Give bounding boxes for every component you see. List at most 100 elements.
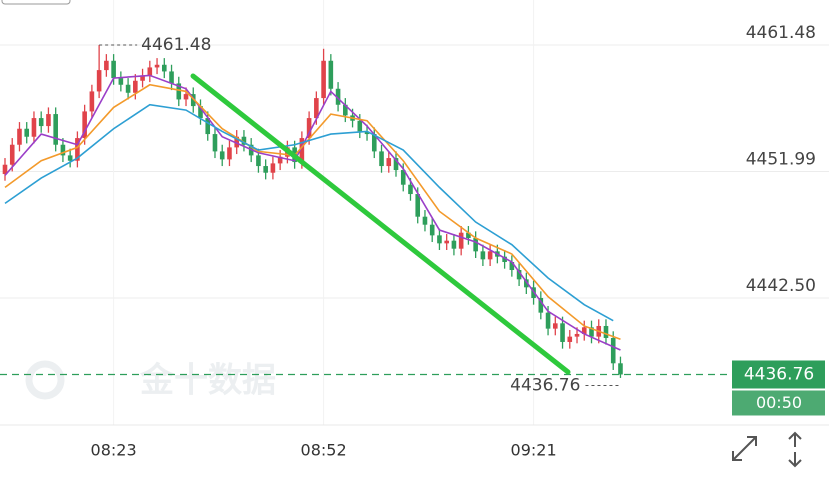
- candle-body: [306, 118, 312, 139]
- scale-icon[interactable]: [788, 431, 802, 468]
- candle-body: [314, 98, 319, 119]
- candle-body: [444, 240, 449, 244]
- candle-body: [610, 337, 616, 364]
- countdown-box: [732, 390, 825, 416]
- candle-body: [24, 128, 30, 137]
- candle-body: [67, 155, 73, 161]
- candle-body: [234, 136, 240, 148]
- candle-body: [328, 60, 334, 89]
- candle-body: [451, 240, 457, 249]
- y-tick-label: 4442.50: [746, 276, 816, 296]
- candle-body: [125, 84, 131, 93]
- candle-body: [205, 118, 211, 135]
- candle-body: [415, 194, 421, 217]
- candle-body: [603, 325, 609, 338]
- candle-body: [161, 64, 167, 72]
- candle-body: [400, 170, 406, 185]
- candle-body: [458, 232, 464, 249]
- candle-body: [357, 120, 363, 132]
- watermark-logo: [25, 360, 65, 400]
- candle-body: [241, 136, 247, 145]
- watermark: 金十数据: [139, 361, 276, 401]
- candle-body: [524, 279, 529, 288]
- candle-body: [422, 216, 428, 225]
- y-tick-label: 4461.48: [746, 23, 816, 43]
- candle-body: [560, 323, 565, 342]
- candle-body: [169, 71, 174, 84]
- candle-body: [2, 164, 8, 175]
- candle-body: [386, 158, 392, 167]
- ma-line: [4, 83, 621, 341]
- price-box-label: 4436.76: [744, 364, 814, 384]
- candle-body: [212, 134, 218, 152]
- expand-icon[interactable]: [732, 436, 757, 461]
- trend-line: [190, 73, 571, 375]
- candle-body: [538, 297, 544, 313]
- top-button[interactable]: [1, 0, 71, 5]
- candle-body: [89, 91, 95, 112]
- candle-body: [466, 232, 471, 239]
- candle-body: [321, 60, 326, 99]
- candle-body: [82, 111, 87, 139]
- last-price-annotation: 4436.76: [510, 375, 580, 395]
- candle-body: [502, 256, 507, 263]
- candle-body: [46, 114, 51, 127]
- candle-body: [364, 131, 370, 135]
- candle-body: [219, 151, 225, 160]
- candle-body: [270, 163, 276, 173]
- candle-body: [183, 94, 189, 100]
- candle-body: [618, 363, 623, 375]
- candle-body: [379, 151, 384, 167]
- y-tick-label: 4451.99: [746, 150, 816, 170]
- candle-body: [516, 270, 522, 280]
- x-tick-label: 08:52: [301, 441, 347, 460]
- candle-body: [133, 80, 138, 93]
- candle-body: [277, 156, 283, 164]
- candle-body: [545, 312, 551, 329]
- candle-body: [227, 147, 232, 160]
- candle-body: [487, 251, 493, 260]
- candle-body: [343, 104, 348, 116]
- candle-body: [140, 75, 145, 81]
- max-price-label: 4461.48: [141, 35, 211, 55]
- candle-body: [473, 238, 478, 252]
- candle-body: [256, 155, 261, 167]
- candle-body: [429, 224, 435, 236]
- candle-body: [198, 106, 203, 119]
- candle-body: [480, 251, 486, 260]
- candle-body: [38, 118, 44, 127]
- candle-body: [104, 60, 109, 71]
- candle-body: [371, 134, 377, 152]
- candle-body: [552, 323, 558, 329]
- candle-body: [263, 166, 268, 173]
- candle-body: [154, 64, 160, 68]
- candle-body: [118, 78, 124, 85]
- candle-body: [111, 60, 116, 79]
- candle-body: [96, 70, 102, 92]
- candle-body: [393, 158, 399, 171]
- candle-body: [437, 235, 442, 244]
- ma-line: [4, 74, 621, 351]
- candle-body: [589, 327, 594, 337]
- x-tick-label: 08:23: [91, 441, 137, 460]
- candle-body: [17, 128, 22, 145]
- candle-body: [190, 94, 196, 107]
- candle-body: [60, 144, 66, 156]
- candle-body: [147, 67, 153, 76]
- candle-body: [75, 138, 80, 161]
- countdown-label: 00:50: [756, 393, 802, 412]
- candle-body: [53, 114, 58, 145]
- ma-line: [4, 103, 614, 322]
- candle-body: [581, 327, 587, 334]
- price-box: [732, 360, 825, 389]
- candle-body: [335, 88, 341, 105]
- candle-body: [574, 333, 580, 337]
- candle-body: [408, 184, 413, 195]
- candle-body: [299, 138, 305, 163]
- candle-body: [509, 262, 515, 271]
- candle-body: [176, 83, 182, 100]
- candle-body: [567, 336, 573, 342]
- candle-body: [9, 144, 15, 165]
